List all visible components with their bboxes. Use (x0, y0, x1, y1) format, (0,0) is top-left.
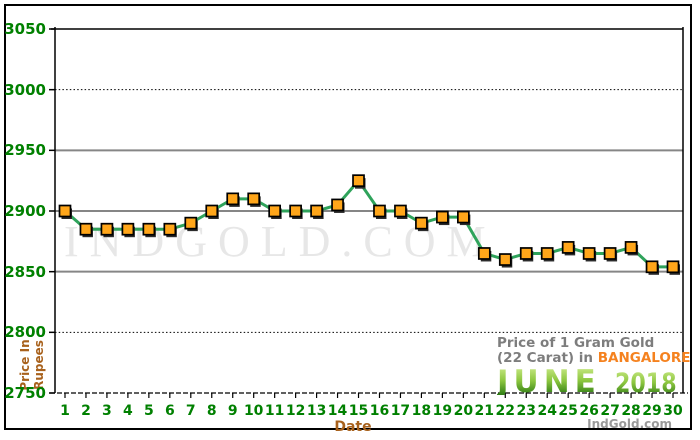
data-point-marker (477, 247, 491, 260)
data-point-marker (289, 204, 302, 218)
data-point-marker (100, 222, 114, 236)
data-point-marker (121, 222, 135, 236)
caption-carat-text: (22 Carat) in (497, 350, 598, 366)
data-point-marker (184, 216, 198, 230)
page-border (4, 4, 692, 430)
data-point-marker (310, 204, 323, 218)
data-point-marker (498, 253, 512, 266)
x-axis-title: Date (334, 419, 372, 435)
caption-month: JUNE (497, 364, 601, 400)
data-point-marker (436, 210, 449, 224)
data-point-marker (540, 247, 554, 260)
data-point-marker (645, 260, 659, 274)
caption-city: BANGALORE (597, 350, 691, 366)
data-point-marker (561, 241, 575, 254)
data-point-marker (268, 204, 282, 218)
data-point-marker (163, 222, 177, 236)
data-point-marker (226, 192, 240, 206)
caption-line1: Price of 1 Gram Gold (497, 335, 655, 351)
site-credit: IndGold.com (587, 417, 672, 431)
data-point-marker (519, 247, 533, 260)
caption-line2: (22 Carat) in BANGALORE (497, 350, 690, 366)
data-point-marker (247, 192, 261, 206)
data-point-marker (582, 247, 596, 260)
data-point-marker (415, 216, 428, 230)
caption-month-row: JUNE 2018 (497, 364, 682, 400)
caption-year: 2018 (614, 368, 677, 399)
data-point-marker (456, 210, 470, 224)
data-point-marker (373, 204, 386, 218)
data-point-marker (624, 241, 638, 254)
data-point-marker (58, 204, 72, 218)
data-point-marker (352, 174, 365, 188)
data-point-marker (142, 222, 156, 236)
price-line (63, 179, 675, 269)
chart-caption: Price of 1 Gram Gold (22 Carat) in BANGA… (497, 335, 690, 400)
data-point-marker (331, 198, 344, 212)
data-point-marker (603, 247, 617, 260)
data-point-marker (394, 204, 407, 218)
data-point-marker (205, 204, 219, 218)
data-point-marker (79, 222, 93, 236)
data-point-marker (666, 260, 680, 274)
